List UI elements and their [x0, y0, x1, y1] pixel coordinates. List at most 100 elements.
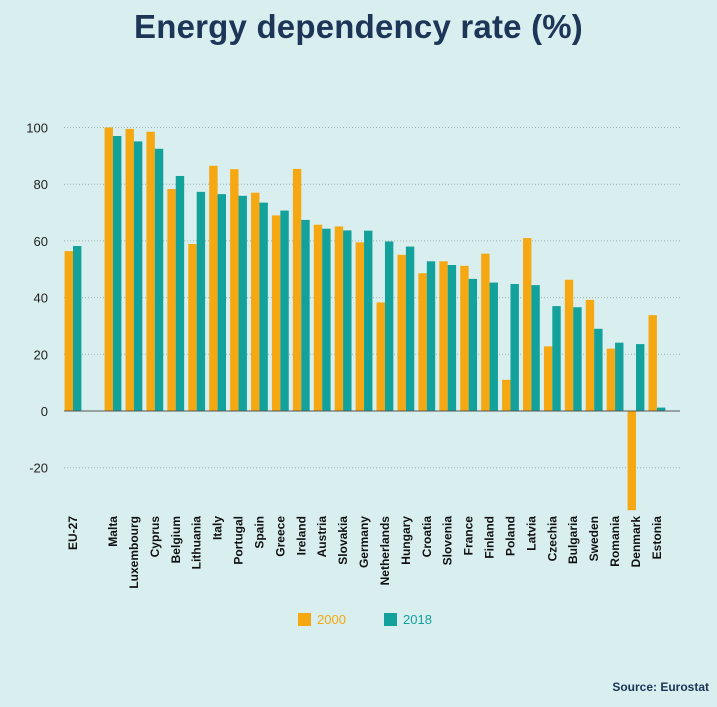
- x-tick-label: Bulgaria: [566, 516, 580, 564]
- axes: 100 80 60 40 20 0 -20 EU-27 Malta Luxembourg Cypru…: [26, 121, 680, 589]
- bar-2018: [594, 328, 603, 411]
- bar-2000: [585, 299, 595, 411]
- x-tick-label: Slovakia: [336, 516, 350, 565]
- bar-2000: [251, 192, 260, 411]
- bar-2018: [113, 136, 122, 411]
- legend-swatch: [298, 613, 311, 626]
- legend-swatch: [384, 613, 397, 626]
- bar-2018: [301, 219, 310, 411]
- bar-2018: [322, 228, 331, 411]
- bar-2000: [167, 189, 176, 411]
- bar-2000: [627, 411, 636, 511]
- x-tick-label: Finland: [483, 516, 497, 559]
- bar-2000: [397, 254, 406, 411]
- bar-2018: [175, 175, 185, 411]
- bar-2018: [133, 141, 143, 412]
- bar-2018: [196, 191, 206, 411]
- bar-2000: [418, 273, 427, 411]
- y-tick-label: 80: [34, 177, 48, 192]
- bar-2018: [238, 195, 247, 411]
- x-tick-label: Romania: [608, 516, 622, 567]
- bar-2000: [292, 168, 302, 411]
- x-tick-label: Slovenia: [441, 516, 455, 566]
- y-tick-label: 60: [34, 234, 48, 249]
- bar-2000: [125, 128, 134, 412]
- y-tick-label: 40: [34, 291, 48, 306]
- legend-label: 2018: [403, 612, 432, 627]
- bars: [64, 127, 666, 511]
- x-tick-label: Ireland: [294, 516, 308, 555]
- bar-2018: [531, 285, 540, 411]
- bar-2018: [447, 264, 457, 411]
- x-tick-label: Cyprus: [148, 516, 162, 558]
- x-tick-label: France: [462, 516, 476, 556]
- bar-2018: [259, 202, 268, 411]
- bar-2018: [615, 342, 624, 411]
- bar-2000: [104, 127, 113, 411]
- bar-2018: [573, 307, 582, 411]
- x-tick-label: Czechia: [545, 516, 559, 562]
- bar-2018: [280, 210, 289, 411]
- x-tick-label: EU-27: [66, 516, 80, 550]
- bar-2000: [313, 224, 323, 411]
- bar-2000: [355, 242, 365, 411]
- legend-label: 2000: [317, 612, 346, 627]
- bar-2018: [154, 148, 164, 411]
- bar-2018: [636, 344, 645, 411]
- x-tick-label: Latvia: [524, 516, 538, 551]
- bar-2018: [510, 283, 519, 411]
- bar-2000: [502, 379, 511, 411]
- bar-2018: [343, 230, 352, 411]
- source-note: Source: Eurostat: [612, 680, 709, 694]
- bar-2000: [230, 169, 239, 411]
- bar-2000: [209, 165, 218, 411]
- y-tick-label: 0: [41, 404, 48, 419]
- bar-2018: [364, 230, 373, 411]
- bar-2000: [523, 238, 532, 411]
- bar-2000: [564, 279, 574, 411]
- x-tick-label: Estonia: [650, 516, 664, 560]
- bar-2000: [188, 244, 197, 411]
- x-tick-label: Greece: [273, 516, 287, 557]
- x-tick-label: Lithuania: [190, 516, 204, 570]
- bar-2000: [439, 261, 448, 411]
- bar-2018: [468, 278, 478, 411]
- y-tick-label: -20: [29, 461, 48, 476]
- bar-2018: [217, 194, 226, 411]
- bar-2000: [481, 253, 490, 411]
- bar-2018: [405, 246, 415, 411]
- bar-2000: [648, 315, 657, 411]
- bar-2000: [543, 346, 553, 411]
- x-tick-label: Poland: [503, 516, 517, 556]
- x-tick-label: Denmark: [629, 516, 643, 568]
- y-tick-label: 20: [34, 347, 48, 362]
- legend: 2000 2018: [298, 612, 432, 627]
- x-tick-label: Italy: [211, 516, 225, 540]
- bar-2018: [656, 407, 666, 411]
- x-tick-label: Hungary: [399, 516, 413, 565]
- chart-title: Energy dependency rate (%): [134, 8, 583, 45]
- bar-2000: [146, 131, 155, 411]
- x-tick-label: Sweden: [587, 516, 601, 561]
- x-tick-label: Belgium: [169, 516, 183, 563]
- x-tick-label: Croatia: [420, 516, 434, 558]
- bar-2000: [376, 302, 385, 411]
- x-tick-label: Spain: [252, 516, 266, 549]
- bar-2000: [64, 251, 73, 411]
- y-tick-label: 100: [26, 121, 48, 136]
- bar-2018: [384, 241, 394, 411]
- bar-2000: [271, 215, 281, 411]
- x-tick-label: Austria: [315, 516, 329, 558]
- bar-2018: [73, 246, 82, 411]
- bar-2000: [460, 265, 469, 411]
- x-tick-label: Malta: [106, 516, 120, 547]
- x-tick-label: Portugal: [232, 516, 246, 565]
- bar-2018: [489, 282, 498, 411]
- x-tick-label: Netherlands: [378, 516, 392, 586]
- bar-2018: [426, 261, 436, 411]
- bar-2018: [552, 306, 561, 411]
- bar-2000: [334, 226, 344, 411]
- x-tick-label: Germany: [357, 516, 371, 568]
